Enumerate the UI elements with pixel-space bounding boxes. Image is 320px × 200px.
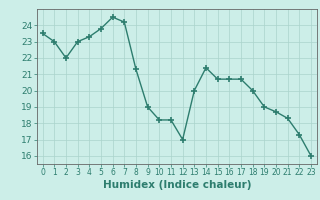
X-axis label: Humidex (Indice chaleur): Humidex (Indice chaleur) bbox=[102, 180, 251, 190]
